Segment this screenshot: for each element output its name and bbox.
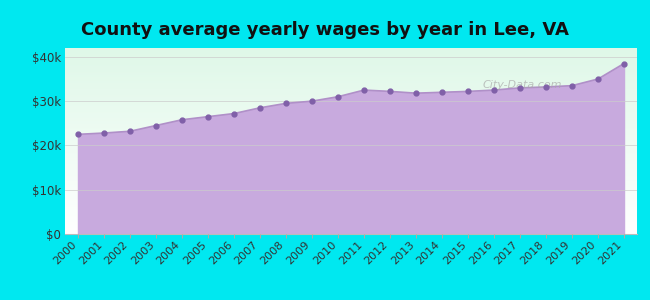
Point [151,123,161,128]
Point [333,94,343,99]
Point [619,61,629,66]
Point [125,129,135,134]
Point [385,89,395,94]
Point [307,99,317,103]
Point [255,105,265,110]
Text: City-Data.com: City-Data.com [482,80,562,90]
Text: County average yearly wages by year in Lee, VA: County average yearly wages by year in L… [81,21,569,39]
Point [593,76,603,81]
Point [567,83,577,88]
Point [177,117,187,122]
Point [73,132,83,137]
Point [541,85,551,89]
Point [411,91,421,96]
Point [203,114,213,119]
Point [281,101,291,106]
Point [437,90,447,95]
Point [229,111,239,116]
Point [359,88,369,92]
Point [489,88,499,92]
Point [99,130,109,135]
Point [463,89,473,94]
Point [515,85,525,90]
